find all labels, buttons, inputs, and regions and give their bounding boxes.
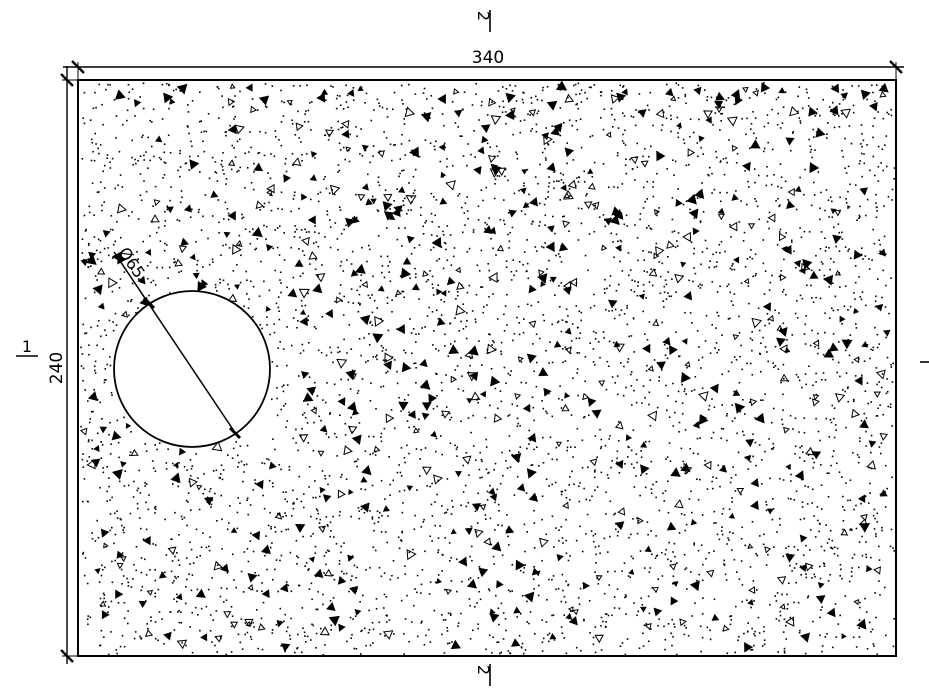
slab-outline (77, 79, 897, 657)
height-dimension: 240 (47, 66, 78, 664)
concrete-hatch (79, 80, 896, 656)
section-marker-left-label: 1 (22, 337, 32, 356)
section-marker-bottom-label: 2 (474, 665, 493, 675)
section-marker-bottom: 2 (474, 664, 493, 686)
width-dimension-label: 340 (472, 48, 504, 68)
width-dimension: 340 (63, 48, 904, 80)
section-marker-top: 2 (474, 10, 493, 32)
height-dimension-label: 240 (47, 352, 67, 384)
section-marker-left: 1 (16, 337, 38, 357)
section-marker-top-label: 2 (474, 11, 493, 21)
